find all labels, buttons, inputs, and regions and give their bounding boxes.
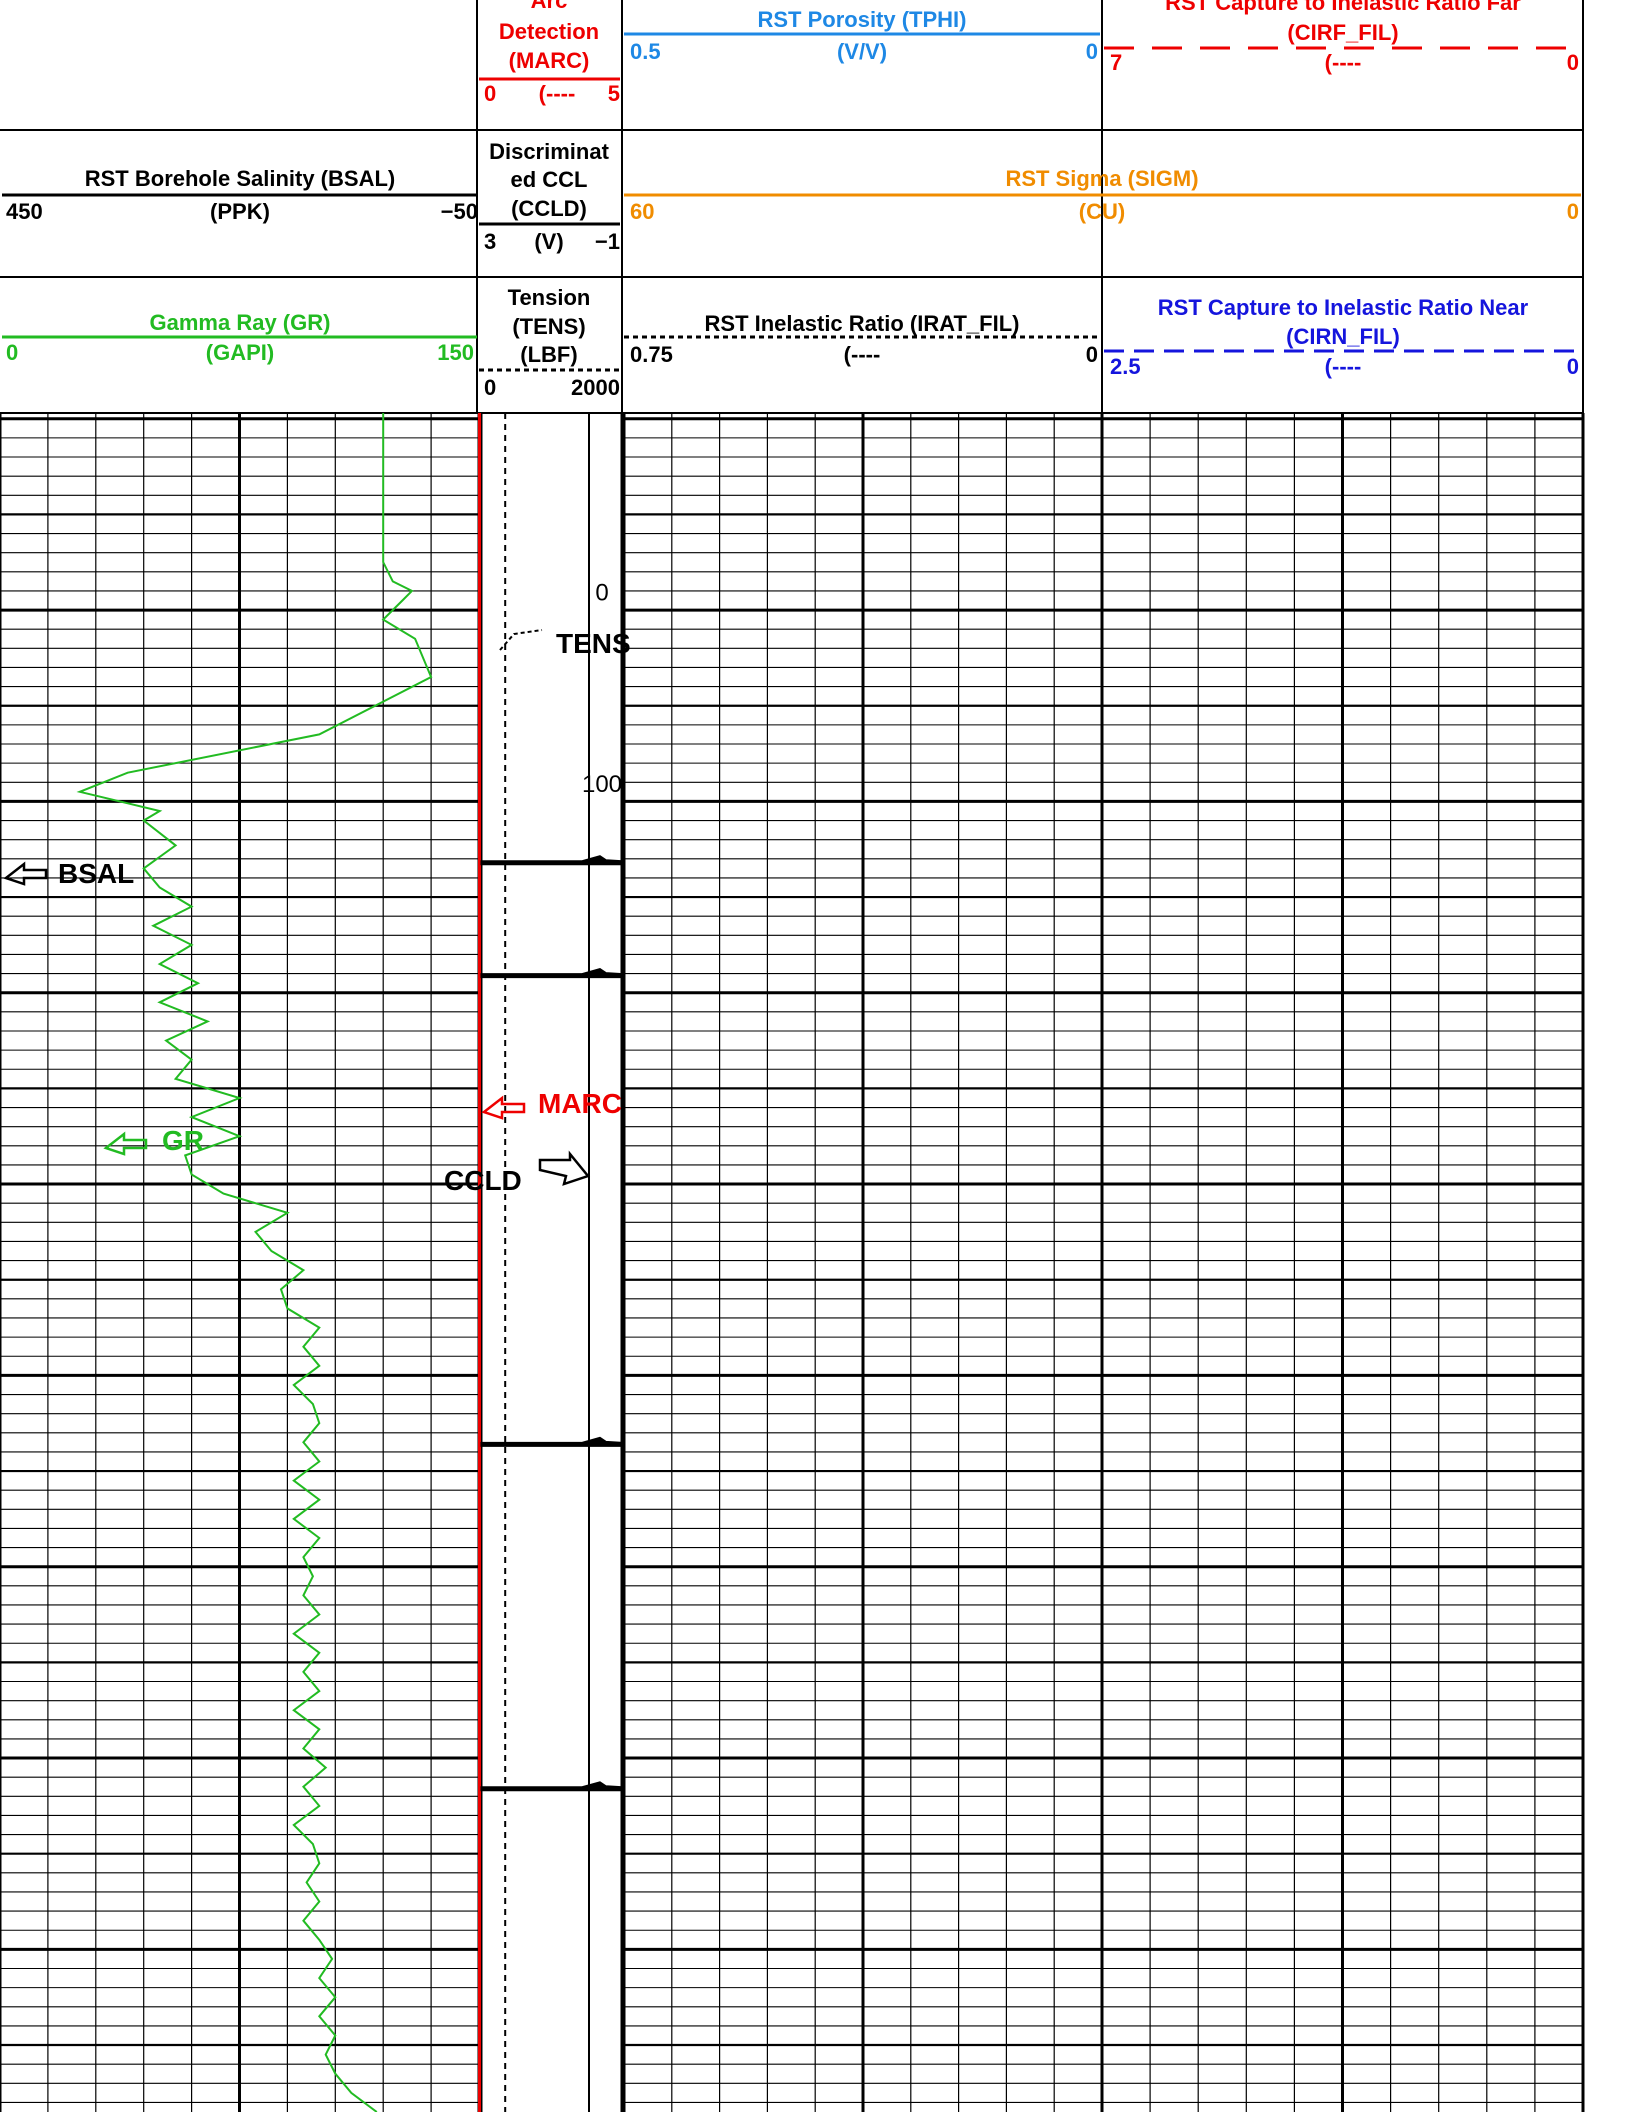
ccld-title-line: ed CCL [511, 167, 588, 192]
cirn-title-mnemonic: (CIRN_FIL) [1286, 324, 1400, 349]
bsal-arrow-icon [3, 861, 48, 886]
marc-scale-unit: (---- [539, 81, 576, 106]
irat-scale-left: 0.75 [630, 342, 673, 367]
gr-title: Gamma Ray (GR) [150, 310, 331, 335]
gr-unit: (GAPI) [206, 340, 274, 365]
tens-scale-right: 2000 [571, 375, 620, 400]
log-header: Arc Detection (MARC) 0 (---- 5 RST Porosity (T… [0, 0, 1584, 414]
sigm-scale-right: 0 [1567, 199, 1579, 224]
gr-annotation: GR [162, 1125, 204, 1156]
cirn-scale-right: 0 [1567, 354, 1579, 379]
cirf-unit: (---- [1325, 50, 1362, 75]
marc-scale-left: 0 [484, 81, 496, 106]
marc-title-line: Detection [499, 19, 599, 44]
depth-label: 100 [582, 771, 622, 798]
gr-scale-left: 0 [6, 340, 18, 365]
bsal-scale-unit: (PPK) [210, 199, 270, 224]
cirf-title-mnemonic: (CIRF_FIL) [1287, 20, 1398, 45]
tphi-scale-left: 0.5 [630, 39, 661, 64]
tphi-unit: (V/V) [837, 39, 887, 64]
irat-unit: (---- [844, 342, 881, 367]
cirf-scale-right: 0 [1567, 50, 1579, 75]
irat-scale-right: 0 [1086, 342, 1098, 367]
ccld-scale-left: 3 [484, 229, 496, 254]
tphi-title: RST Porosity (TPHI) [757, 7, 966, 32]
cirf-title: RST Capture to Inelastic Ratio Far [1165, 0, 1521, 15]
depth-label: 0 [595, 580, 608, 607]
gr-scale-right: 150 [437, 340, 474, 365]
log-grid: 0 100 [0, 413, 1585, 2112]
cirn-unit: (---- [1325, 354, 1362, 379]
bsal-scale-right: −50 [441, 199, 478, 224]
cirf-scale-left: 7 [1110, 50, 1122, 75]
marc-annotation: MARC [538, 1088, 622, 1119]
ccld-arrow-icon [538, 1150, 591, 1186]
tens-title-line: (LBF) [520, 342, 577, 367]
marc-scale-right: 5 [608, 81, 620, 106]
tens-arrow-icon [499, 629, 543, 651]
ccld-title-line: Discriminat [489, 139, 609, 164]
ccl-spike [480, 1436, 623, 1447]
cirn-title: RST Capture to Inelastic Ratio Near [1158, 295, 1529, 320]
gr-arrow-icon [103, 1131, 148, 1156]
log-curves [76, 413, 623, 2112]
tens-title-line: (TENS) [512, 314, 585, 339]
ccl-spike [480, 968, 623, 979]
ccld-scale-right: −1 [595, 229, 620, 254]
sigm-title: RST Sigma (SIGM) [1005, 166, 1198, 191]
bsal-scale-left: 450 [6, 199, 43, 224]
tens-title-line: Tension [508, 285, 591, 310]
sigm-unit: (CU) [1079, 199, 1125, 224]
ccld-scale-unit: (V) [534, 229, 563, 254]
ccl-spike [480, 1781, 623, 1792]
irat-title: RST Inelastic Ratio (IRAT_FIL) [705, 311, 1020, 336]
marc-arrow-icon [481, 1095, 526, 1120]
cirn-scale-left: 2.5 [1110, 354, 1141, 379]
curve-annotations: TENS BSAL MARC GR CCLD [3, 628, 631, 1196]
marc-title-line: Arc [531, 0, 568, 13]
ccld-title-line: (CCLD) [511, 196, 587, 221]
bsal-annotation: BSAL [58, 858, 134, 889]
tens-scale-left: 0 [484, 375, 496, 400]
bsal-title: RST Borehole Salinity (BSAL) [85, 166, 395, 191]
tens-annotation: TENS [556, 628, 631, 659]
tphi-scale-right: 0 [1086, 39, 1098, 64]
gr-curve [76, 413, 433, 2112]
ccld-annotation: CCLD [444, 1165, 522, 1196]
ccl-spike [480, 855, 623, 866]
marc-title-line: (MARC) [509, 48, 590, 73]
sigm-scale-left: 60 [630, 199, 654, 224]
